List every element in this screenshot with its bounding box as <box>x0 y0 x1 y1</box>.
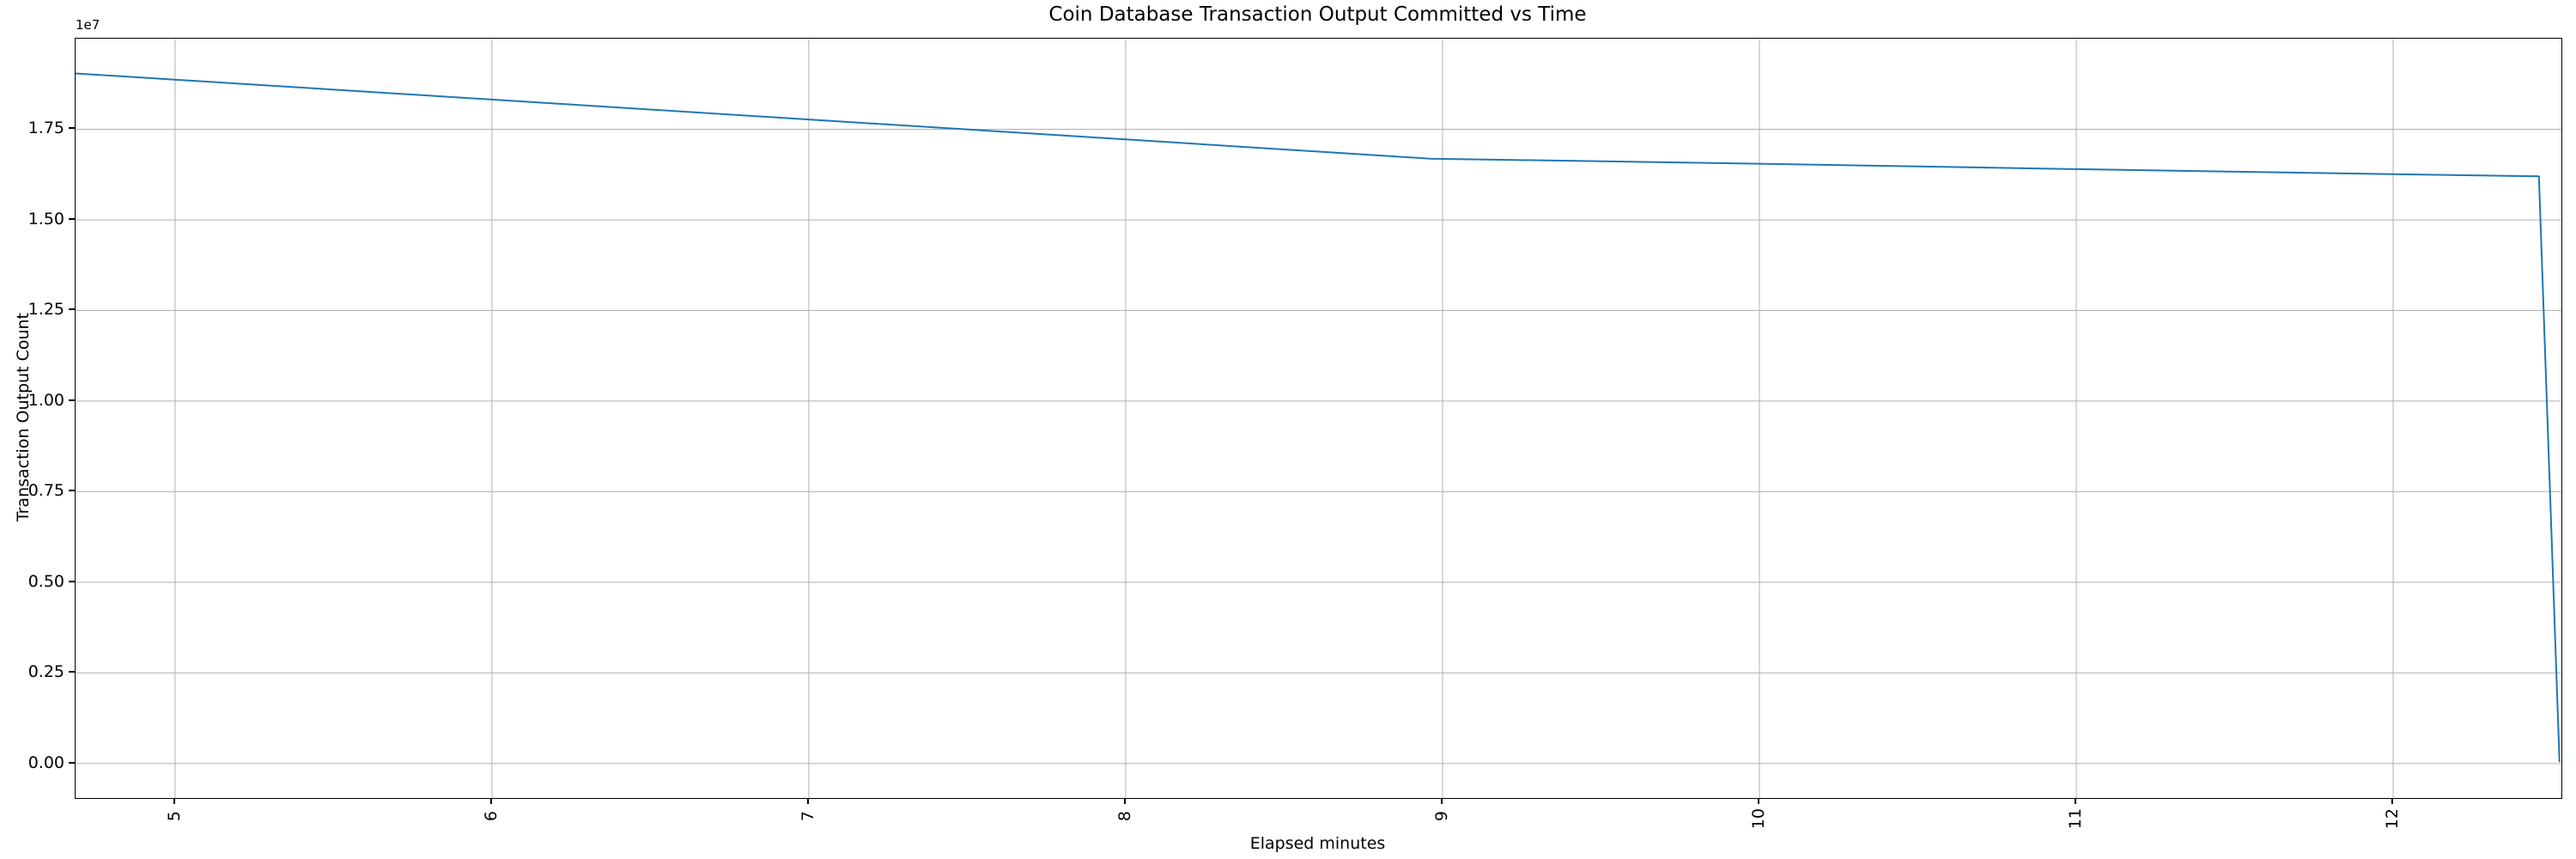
y-tick-label: 0.50 <box>27 571 64 591</box>
x-tick-mark <box>806 798 809 804</box>
x-tick-label: 11 <box>2066 808 2086 830</box>
x-tick-mark <box>2075 798 2077 804</box>
plot-area <box>75 38 2562 799</box>
y-tick-mark <box>69 761 75 764</box>
y-tick-label: 0.00 <box>27 752 64 772</box>
y-tick-label: 0.25 <box>27 662 64 682</box>
x-axis-label: Elapsed minutes <box>1249 834 1386 853</box>
x-tick-mark <box>1440 798 1443 804</box>
chart-title: Coin Database Transaction Output Committ… <box>1048 3 1587 26</box>
x-tick-mark <box>1757 798 1759 804</box>
y-tick-mark <box>69 308 75 311</box>
data-line-transaction-output-count <box>76 72 2561 763</box>
y-axis-label: Transaction Output Count <box>14 313 33 522</box>
x-tick-label: 8 <box>1115 810 1134 821</box>
y-tick-label: 1.50 <box>27 209 64 228</box>
x-tick-label: 12 <box>2383 808 2403 830</box>
x-tick-label: 9 <box>1431 810 1451 821</box>
y-tick-label: 1.75 <box>27 119 64 138</box>
y-tick-label: 1.00 <box>27 390 64 410</box>
x-tick-mark <box>2391 798 2394 804</box>
y-tick-mark <box>69 127 75 130</box>
y-tick-mark <box>69 399 75 401</box>
x-tick-label: 6 <box>481 810 501 821</box>
x-tick-label: 5 <box>164 810 184 821</box>
y-tick-mark <box>69 671 75 673</box>
y-tick-mark <box>69 580 75 582</box>
y-tick-mark <box>69 217 75 220</box>
x-tick-label: 7 <box>798 810 817 821</box>
x-tick-mark <box>489 798 492 804</box>
y-tick-label: 0.75 <box>27 481 64 501</box>
x-tick-mark <box>173 798 175 804</box>
y-axis-offset-text: 1e7 <box>76 17 100 33</box>
plot-canvas <box>76 39 2561 798</box>
x-tick-label: 10 <box>1748 808 1768 830</box>
y-tick-mark <box>69 490 75 492</box>
y-tick-label: 1.25 <box>27 300 64 320</box>
x-tick-mark <box>1123 798 1126 804</box>
